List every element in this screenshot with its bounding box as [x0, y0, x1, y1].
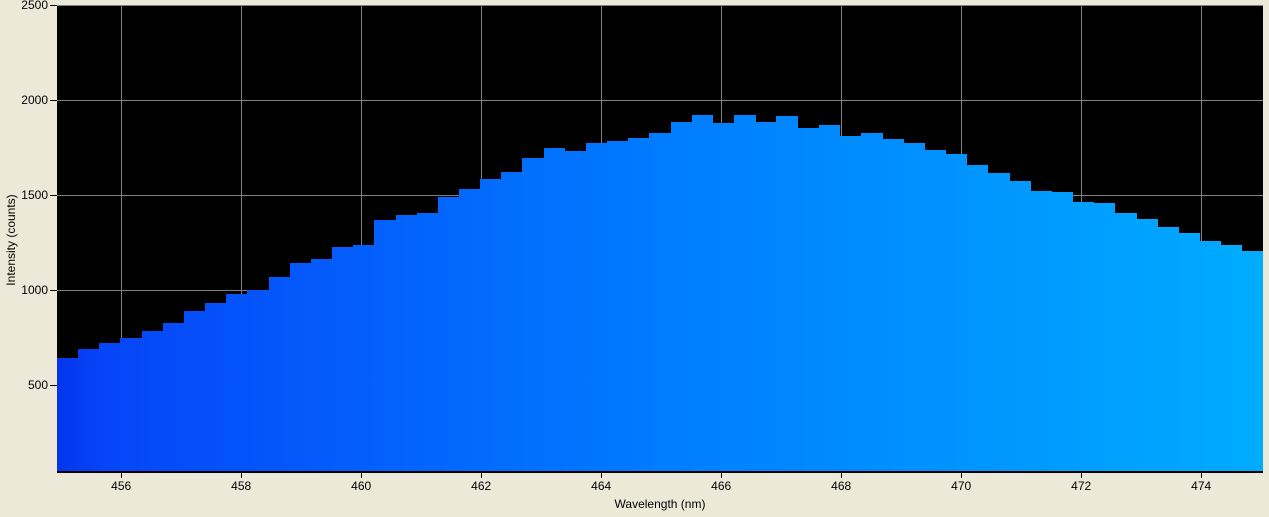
spectrum-bar	[416, 213, 439, 471]
y-tick-mark	[50, 384, 57, 386]
y-tick-label: 1500	[21, 187, 48, 202]
x-tick-label: 456	[111, 479, 132, 493]
y-tick-mark	[50, 289, 57, 291]
spectrum-bar	[776, 115, 799, 471]
spectrum-bar	[353, 244, 375, 471]
spectrum-bar	[585, 142, 608, 471]
spectrum-bar	[289, 263, 312, 471]
spectrum-bar	[861, 133, 883, 471]
x-tick-label: 466	[711, 479, 732, 493]
y-tick-label: 500	[27, 377, 48, 392]
spectrum-bar	[1030, 190, 1052, 471]
spectrum-bar	[78, 348, 100, 471]
spectrum-bar	[797, 128, 820, 471]
spectrum-bar	[522, 158, 545, 471]
spectrum-bar	[501, 171, 523, 471]
spectrum-bar	[247, 289, 270, 471]
x-tick-label: 462	[471, 479, 492, 493]
x-tick-label: 472	[1071, 479, 1092, 493]
spectrum-bar	[839, 136, 862, 471]
y-tick-mark	[50, 5, 57, 6]
spectrum-bar	[1009, 180, 1031, 471]
horizontal-gridline	[57, 99, 1263, 101]
spectrum-bar	[1051, 191, 1074, 471]
spectrum-bar	[564, 150, 587, 471]
spectrum-bar	[945, 153, 968, 471]
spectrum-bar	[120, 338, 143, 471]
spectrum-bar	[1136, 219, 1158, 471]
spectrum-bar	[1157, 227, 1179, 471]
x-tick-mark	[241, 473, 243, 478]
spectrum-bar	[226, 293, 248, 471]
spectrum-bar	[987, 173, 1010, 471]
x-tick-mark	[841, 473, 843, 478]
x-tick-label: 468	[831, 479, 852, 493]
spectrum-bar	[734, 115, 756, 471]
spectrum-bar	[310, 259, 333, 471]
spectrum-bar	[1178, 233, 1201, 471]
y-tick-mark	[50, 194, 57, 196]
y-tick-mark	[50, 99, 57, 101]
spectrum-bar	[924, 149, 947, 471]
spectrum-bar	[395, 214, 418, 471]
spectrum-bar	[882, 138, 904, 471]
x-tick-mark	[1081, 473, 1083, 478]
spectrum-bar	[268, 276, 291, 471]
spectrum-bar	[607, 140, 629, 471]
y-tick-label: 2000	[21, 92, 48, 107]
x-tick-label: 470	[951, 479, 972, 493]
spectrum-bar	[57, 358, 79, 471]
y-tick-label: 2500	[21, 0, 48, 12]
x-tick-label: 458	[231, 479, 252, 493]
spectrum-bar	[543, 148, 566, 471]
x-axis-title: Wavelength (nm)	[614, 497, 706, 511]
plot-area[interactable]	[57, 5, 1263, 473]
y-axis-title: Intensity (counts)	[4, 194, 18, 286]
vertical-gridline	[121, 5, 123, 471]
spectrum-bar	[1199, 240, 1222, 471]
x-tick-mark	[601, 473, 603, 478]
horizontal-gridline	[57, 5, 1263, 6]
x-tick-mark	[121, 473, 123, 478]
spectrum-bar	[903, 143, 925, 471]
spectrum-bar	[628, 138, 650, 471]
spectrum-bar	[205, 303, 227, 471]
x-tick-mark	[361, 473, 363, 478]
spectrum-bar	[755, 121, 777, 471]
spectrum-bar	[183, 311, 206, 471]
spectrum-bar	[691, 115, 714, 471]
x-tick-mark	[961, 473, 963, 478]
spectrum-bar	[966, 164, 989, 471]
x-tick-mark	[721, 473, 723, 478]
vertical-gridline	[1201, 5, 1203, 471]
spectrum-bar	[818, 125, 841, 471]
vertical-gridline	[361, 5, 363, 471]
spectrum-bar	[1241, 250, 1263, 471]
y-tick-label: 1000	[21, 282, 48, 297]
spectrum-bar	[162, 323, 185, 471]
spectrum-bar	[670, 121, 693, 471]
spectrum-bar	[1072, 201, 1095, 471]
x-tick-label: 474	[1191, 479, 1212, 493]
spectrum-bar	[374, 220, 397, 471]
spectrum-bar	[437, 196, 460, 471]
x-tick-mark	[1201, 473, 1203, 478]
spectrum-bar	[99, 343, 121, 471]
vertical-gridline	[241, 5, 243, 471]
spectrum-bar	[1114, 212, 1137, 471]
x-tick-mark	[481, 473, 483, 478]
x-tick-label: 460	[351, 479, 372, 493]
spectrum-bar	[332, 246, 354, 471]
spectrum-bar	[480, 179, 502, 471]
spectrum-bar	[649, 133, 672, 471]
spectrum-bar	[459, 189, 481, 471]
spectrum-bar	[712, 122, 735, 471]
spectrum-bar	[1093, 202, 1116, 471]
spectrum-bar	[1220, 244, 1243, 471]
spectrum-bar	[141, 331, 164, 471]
x-tick-label: 464	[591, 479, 612, 493]
